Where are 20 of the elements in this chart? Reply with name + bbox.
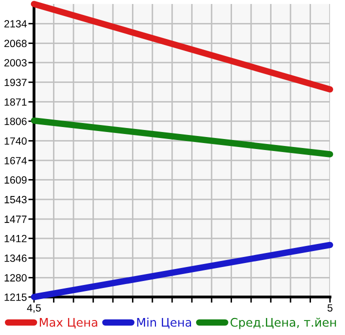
y-tick-label: 1477 bbox=[4, 216, 27, 223]
y-tick-label: 1346 bbox=[4, 254, 27, 262]
y-tick-label: 2134 bbox=[4, 20, 27, 28]
x-tick-label: 5 bbox=[328, 304, 332, 312]
y-tick-label: 1609 bbox=[4, 176, 27, 184]
y-tick-label: 2068 bbox=[4, 40, 27, 48]
y-tick-label: 1215 bbox=[4, 294, 27, 301]
y-tick-label: 2003 bbox=[4, 59, 27, 66]
y-tick-label: 1543 bbox=[4, 196, 27, 204]
y-tick-label: 1806 bbox=[4, 118, 27, 126]
y-tick-label: 1937 bbox=[4, 78, 27, 86]
x-tick-label: 4,5 bbox=[27, 304, 41, 313]
y-tick-label: 1740 bbox=[4, 137, 27, 145]
legend-label: Max Цена bbox=[40, 318, 98, 328]
y-tick-label: 1412 bbox=[4, 234, 27, 242]
y-tick-label: 1674 bbox=[4, 156, 27, 164]
y-tick-label: 1871 bbox=[4, 98, 27, 106]
legend-label: Сред.Цена, т.йен bbox=[230, 318, 336, 330]
legend-label: Min Цена bbox=[137, 318, 192, 328]
y-tick-label: 1280 bbox=[4, 274, 27, 282]
